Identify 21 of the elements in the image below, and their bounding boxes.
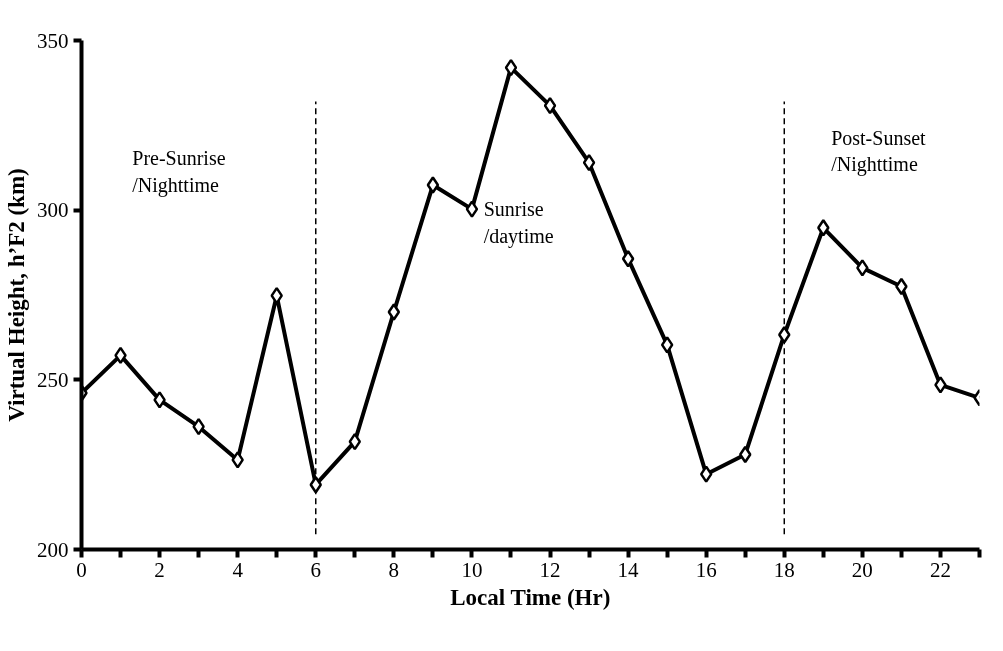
y-tick-label: 350: [37, 28, 69, 53]
x-tick-label: 10: [461, 557, 483, 582]
y-tick-label: 250: [37, 367, 69, 392]
x-tick-label: 14: [617, 557, 640, 582]
x-tick-label: 4: [232, 557, 244, 582]
x-tick-label: 22: [929, 557, 951, 582]
annotation: Sunrise /daytime: [483, 198, 554, 248]
x-tick-label: 12: [539, 557, 561, 582]
annotation: Post-Sunset /Nighttime: [831, 127, 927, 177]
y-axis-title: Virtual Height, h’F2 (km): [4, 168, 29, 422]
annotation: Pre-Sunrise /Nighttime: [132, 147, 226, 197]
x-tick-label: 8: [388, 557, 400, 582]
x-tick-label: 20: [851, 557, 873, 582]
x-tick-label: 6: [310, 557, 322, 582]
x-tick-label: 2: [154, 557, 165, 582]
x-tick-label: 16: [695, 557, 717, 582]
x-axis-title: Local Time (Hr): [450, 584, 611, 610]
x-tick-label: 18: [773, 557, 795, 582]
x-tick-label: 0: [76, 557, 87, 582]
y-tick-label: 300: [37, 198, 69, 223]
y-tick-label: 200: [37, 537, 69, 562]
